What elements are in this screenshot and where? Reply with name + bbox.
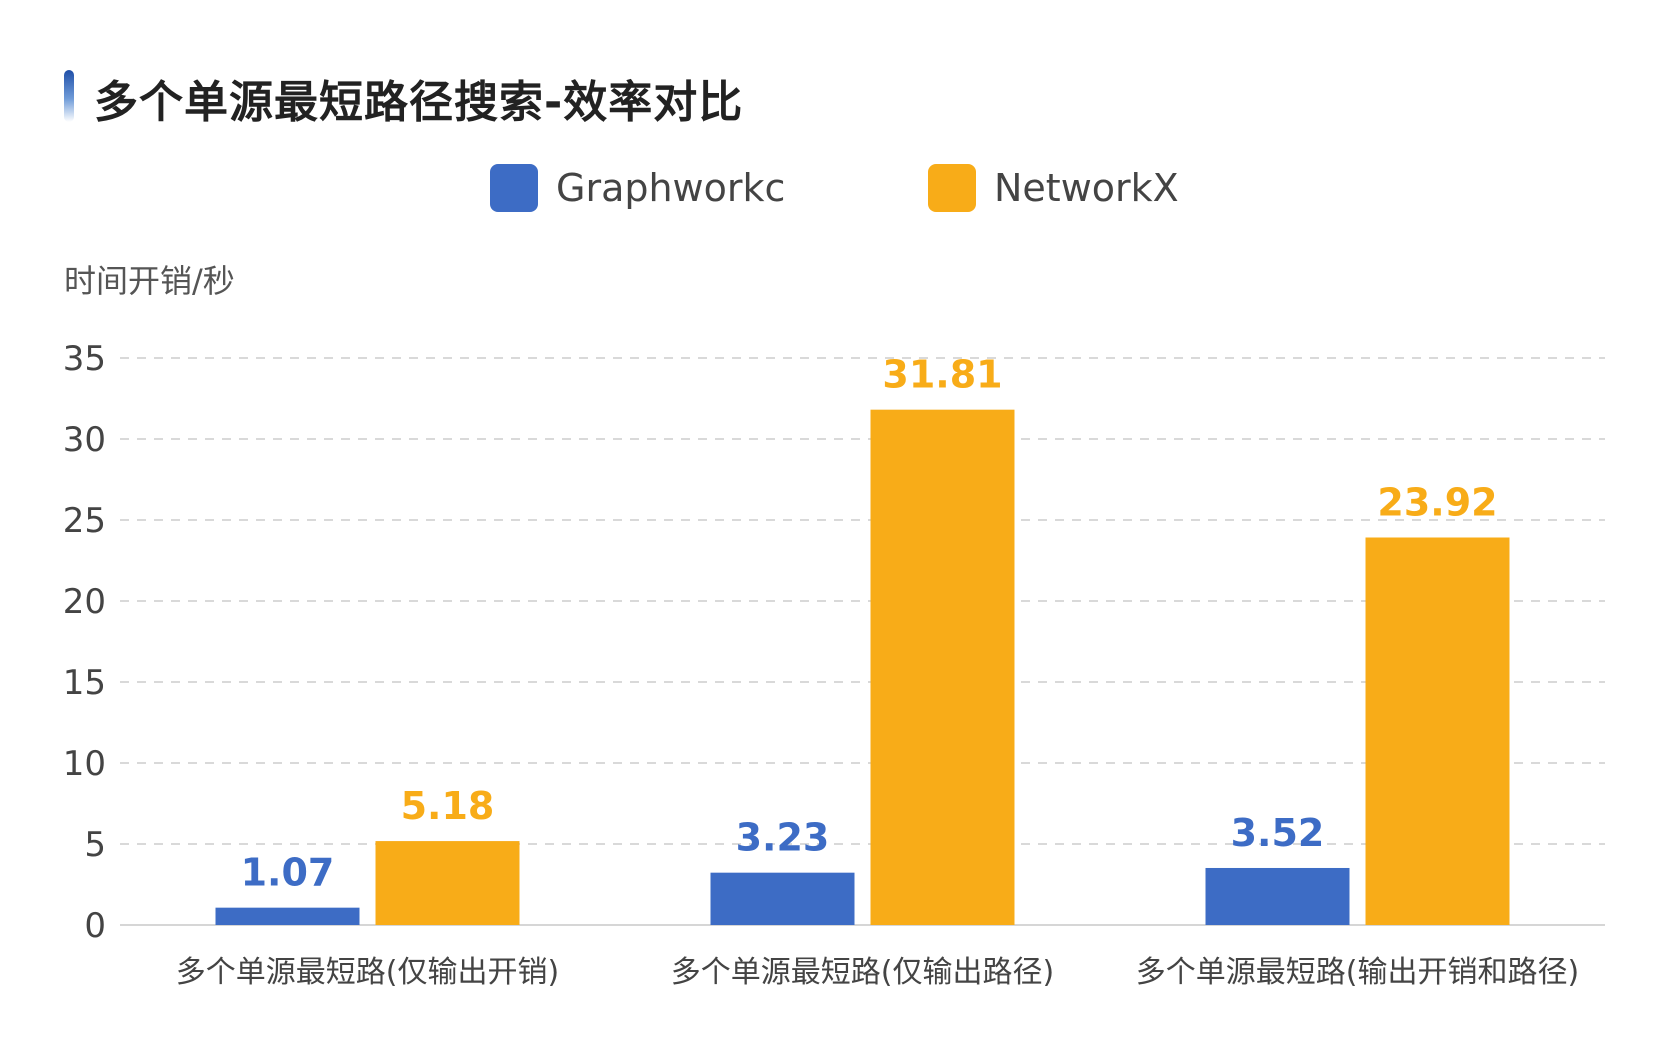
y-tick-label: 10 [63, 744, 106, 784]
y-tick-label: 5 [84, 825, 106, 865]
x-tick-label: 多个单源最短路(仅输出开销) [176, 955, 559, 990]
bar-graphworkc [215, 907, 360, 925]
y-tick-label: 35 [63, 339, 106, 379]
data-label: 3.23 [736, 816, 830, 860]
data-label: 3.52 [1231, 811, 1325, 855]
bar-graphworkc [1205, 867, 1350, 925]
y-tick-label: 20 [63, 582, 106, 622]
legend-item-networkx[interactable]: NetworkX [928, 164, 1179, 212]
legend-label-networkx: NetworkX [994, 166, 1179, 210]
bar-networkx [870, 409, 1015, 926]
y-tick-label: 0 [84, 906, 106, 946]
data-label: 31.81 [882, 353, 1002, 397]
data-label: 1.07 [241, 851, 335, 895]
y-tick-label: 15 [63, 663, 106, 703]
data-label: 5.18 [401, 784, 495, 828]
x-tick-label: 多个单源最短路(仅输出路径) [671, 955, 1054, 990]
bar-networkx [1365, 537, 1510, 925]
data-label: 23.92 [1377, 480, 1497, 524]
chart-title: 多个单源最短路径搜索-效率对比 [94, 77, 744, 128]
legend-label-graphworkc: Graphworkc [556, 166, 786, 210]
legend-item-graphworkc[interactable]: Graphworkc [490, 164, 785, 212]
y-axis-label: 时间开销/秒 [64, 262, 235, 300]
legend-swatch-networkx [928, 164, 976, 212]
y-tick-label: 30 [63, 420, 106, 460]
bar-networkx [375, 841, 520, 925]
legend-swatch-graphworkc [490, 164, 538, 212]
x-tick-label: 多个单源最短路(输出开销和路径) [1136, 955, 1579, 990]
y-tick-label: 25 [63, 501, 106, 541]
title-accent-bar [64, 70, 74, 122]
bar-graphworkc [710, 872, 855, 925]
